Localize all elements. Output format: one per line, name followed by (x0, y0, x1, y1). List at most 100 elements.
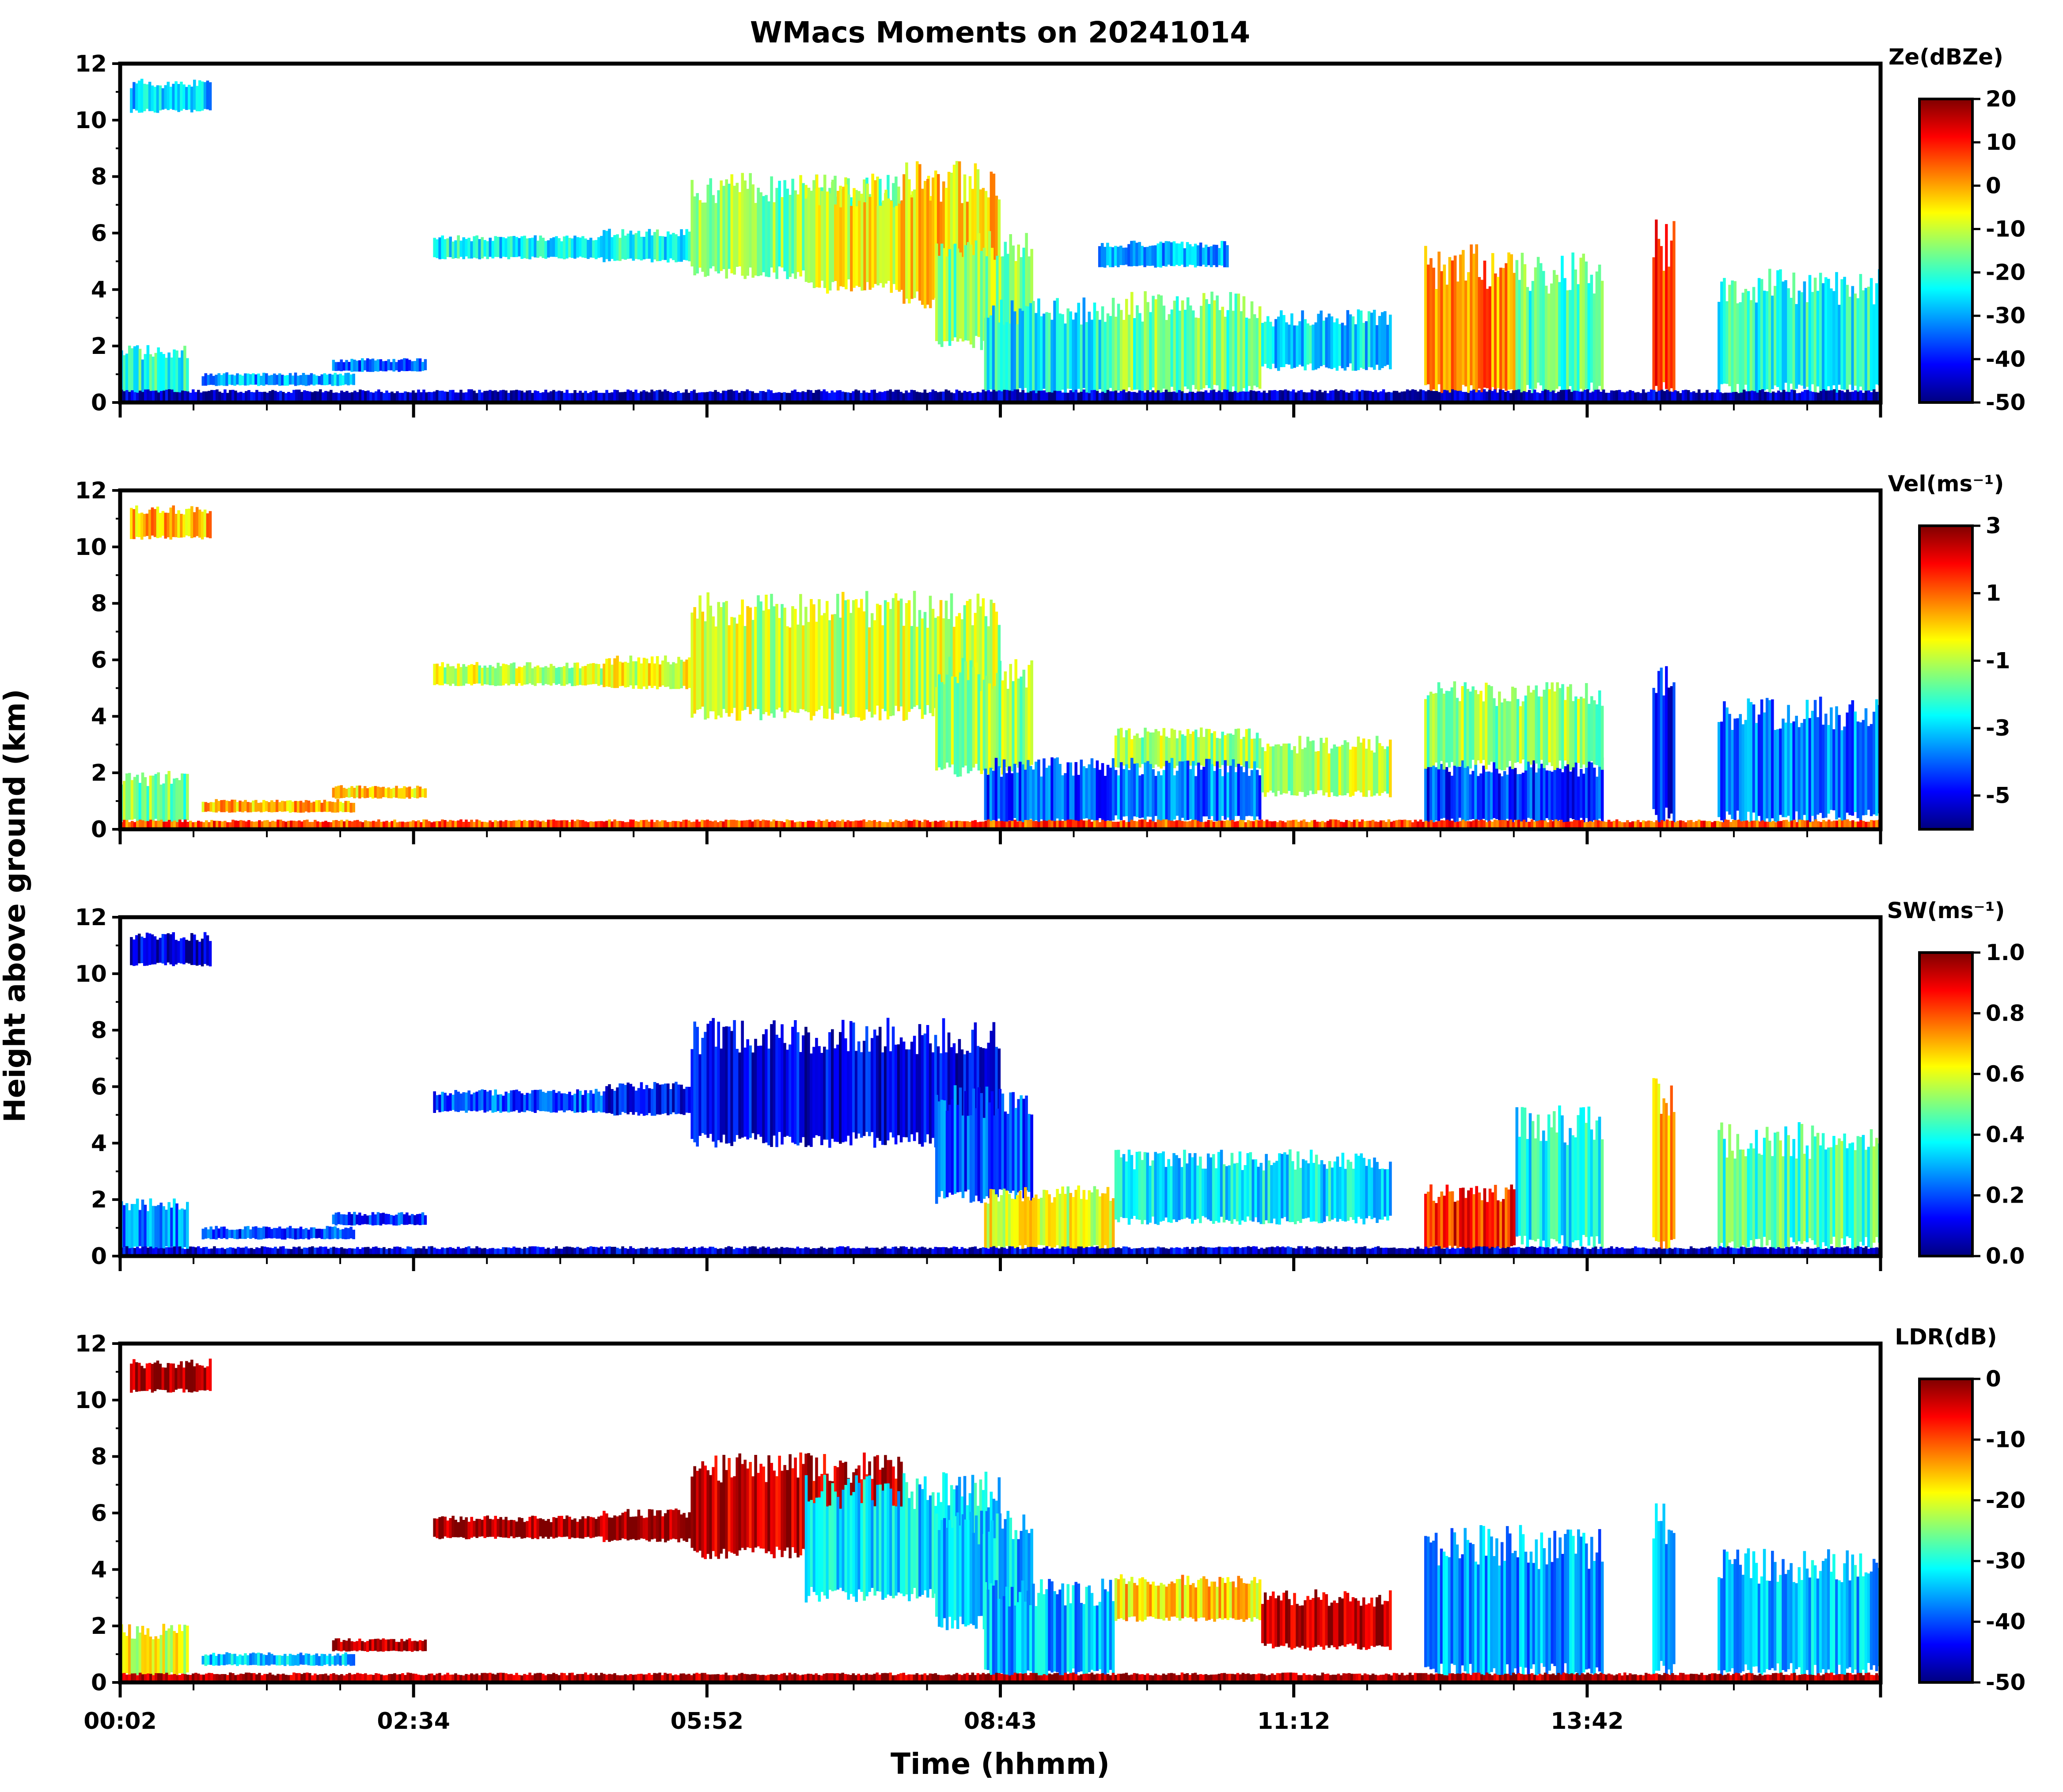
y-tick-label: 8 (91, 164, 107, 190)
y-tick-label: 0 (91, 1670, 107, 1696)
colorbar-tick-label: 0.6 (1986, 1061, 2025, 1087)
echo-region (120, 1624, 189, 1679)
echo-region (332, 1638, 427, 1652)
y-tick-label: 4 (91, 703, 107, 730)
colorbar-gradient (1918, 98, 1974, 404)
y-tick-label: 8 (91, 591, 107, 617)
colorbar-tick-label: -20 (1986, 1488, 2025, 1513)
colorbar-LDR: LDR(dB) 0 -10 -20 -30 -40 -50 (1895, 1324, 2025, 1695)
x-tick-label: 13:42 (1551, 1708, 1624, 1735)
y-tick-label: 10 (75, 961, 107, 987)
y-tick-label: 10 (75, 107, 107, 134)
y-tick-label: 8 (91, 1017, 107, 1044)
y-tick-label: 2 (91, 760, 107, 786)
echo-region (201, 799, 355, 813)
echo-region (120, 1246, 1881, 1256)
echo-region (935, 657, 1033, 778)
y-tick-label: 4 (91, 1130, 107, 1157)
colorbar-gradient (1918, 951, 1974, 1257)
echo-region (1652, 666, 1676, 829)
echo-region (433, 1515, 603, 1539)
y-tick-label: 0 (91, 1243, 107, 1270)
y-tick-label: 2 (91, 1613, 107, 1640)
colorbar-tick-label: -10 (1986, 1427, 2025, 1452)
echo-region (433, 235, 603, 259)
y-tick-label: 12 (75, 478, 107, 504)
colorbar-tick-label: -50 (1986, 390, 2025, 415)
y-tick-label: 4 (91, 277, 107, 303)
echo-region (1098, 240, 1229, 268)
panel-LDR: 12 10 8 6 4 2 0 00:02 02:34 05:52 08:43 11:12 13:42 L… (75, 1324, 2026, 1735)
colorbar-tick-label: -40 (1986, 1609, 2025, 1635)
y-tick-label: 2 (91, 333, 107, 360)
colorbar-tick-label: 0.8 (1986, 1000, 2025, 1026)
echo-region (120, 771, 189, 825)
colorbar-tick-label: -1 (1986, 648, 2010, 673)
echo-region (1718, 269, 1881, 399)
y-tick-label: 0 (91, 390, 107, 416)
colorbar-Ze: Ze(dBZe) 20 10 0 -10 -20 -30 -40 -50 (1889, 44, 2025, 415)
colorbar-tick-label: -3 (1986, 715, 2010, 741)
echo-region (935, 1511, 1033, 1630)
y-axis-title: Height above ground (km) (0, 689, 32, 1123)
echo-region (603, 1082, 691, 1116)
y-tick-label: 6 (91, 1500, 107, 1527)
colorbar-title: Ze(dBZe) (1889, 44, 2003, 70)
x-axis-title: Time (hhmm) (891, 1747, 1110, 1781)
echo-region (1261, 1589, 1392, 1651)
x-tick-label: 08:43 (964, 1708, 1037, 1735)
colorbar-tick-label: 3 (1986, 513, 2001, 539)
echo-region (1261, 309, 1392, 371)
echo-region (1652, 1503, 1676, 1679)
echo-region (984, 1185, 1115, 1253)
data-layer-Vel (120, 505, 1881, 829)
echo-region (1718, 696, 1881, 826)
y-tick-label: 2 (91, 1187, 107, 1213)
echo-region (130, 505, 212, 540)
echo-region (130, 932, 212, 967)
colorbar-tick-label: -50 (1986, 1670, 2025, 1695)
echo-region (1424, 244, 1516, 402)
echo-region (332, 1211, 427, 1226)
echo-region (130, 79, 212, 113)
panel-SW: 12 10 8 6 4 2 0 SW(ms⁻¹) 1.0 0.8 0.6 0.4 0.2 0.0 (75, 898, 2025, 1271)
figure-title: WMacs Moments on 20241014 (750, 15, 1250, 49)
colorbar-tick-label: -20 (1986, 260, 2025, 285)
colorbar-tick-label: -30 (1986, 1548, 2025, 1574)
panels: 121086420Ze(dBZe)20100-10-20-30-40-50121… (75, 44, 2026, 1735)
colorbar-gradient (1918, 1378, 1974, 1684)
echo-region (1424, 1184, 1516, 1253)
echo-region (332, 358, 427, 372)
colorbar-Vel: Vel(ms⁻¹) 3 1 -1 -3 -5 (1888, 471, 2010, 831)
echo-region (1114, 758, 1262, 823)
y-tick-label: 6 (91, 1074, 107, 1101)
data-layer-SW (120, 932, 1881, 1256)
echo-region (1718, 1122, 1881, 1252)
echo-region (1652, 219, 1676, 402)
echo-region (120, 1198, 189, 1253)
echo-region (935, 1085, 1033, 1204)
panel-Vel: 12 10 8 6 4 2 0 Vel(ms⁻¹) 3 1 -1 -3 -5 (75, 471, 2010, 844)
colorbar-tick-label: 0 (1986, 1366, 2001, 1392)
echo-region (1515, 1105, 1604, 1252)
y-tick-label: 0 (91, 816, 107, 843)
data-layer-Ze (120, 79, 1881, 402)
y-tick-label: 4 (91, 1557, 107, 1583)
echo-region (1652, 1078, 1676, 1256)
echo-region (332, 785, 427, 799)
echo-region (201, 372, 355, 386)
colorbar-tick-label: 1.0 (1986, 940, 2025, 965)
echo-region (433, 1089, 603, 1113)
y-tick-label: 10 (75, 534, 107, 561)
colorbar-tick-label: -40 (1986, 346, 2025, 372)
echo-region (984, 297, 1115, 401)
echo-region (1114, 727, 1262, 769)
y-tick-label: 10 (75, 1387, 107, 1414)
colorbar-title: Vel(ms⁻¹) (1888, 471, 2004, 497)
echo-region (1114, 1149, 1392, 1225)
colorbar-tick-label: 1 (1986, 581, 2001, 606)
echo-region (1424, 681, 1604, 771)
y-tick-label: 8 (91, 1444, 107, 1470)
y-tick-label: 12 (75, 904, 107, 931)
x-tick-label: 02:34 (377, 1708, 450, 1735)
